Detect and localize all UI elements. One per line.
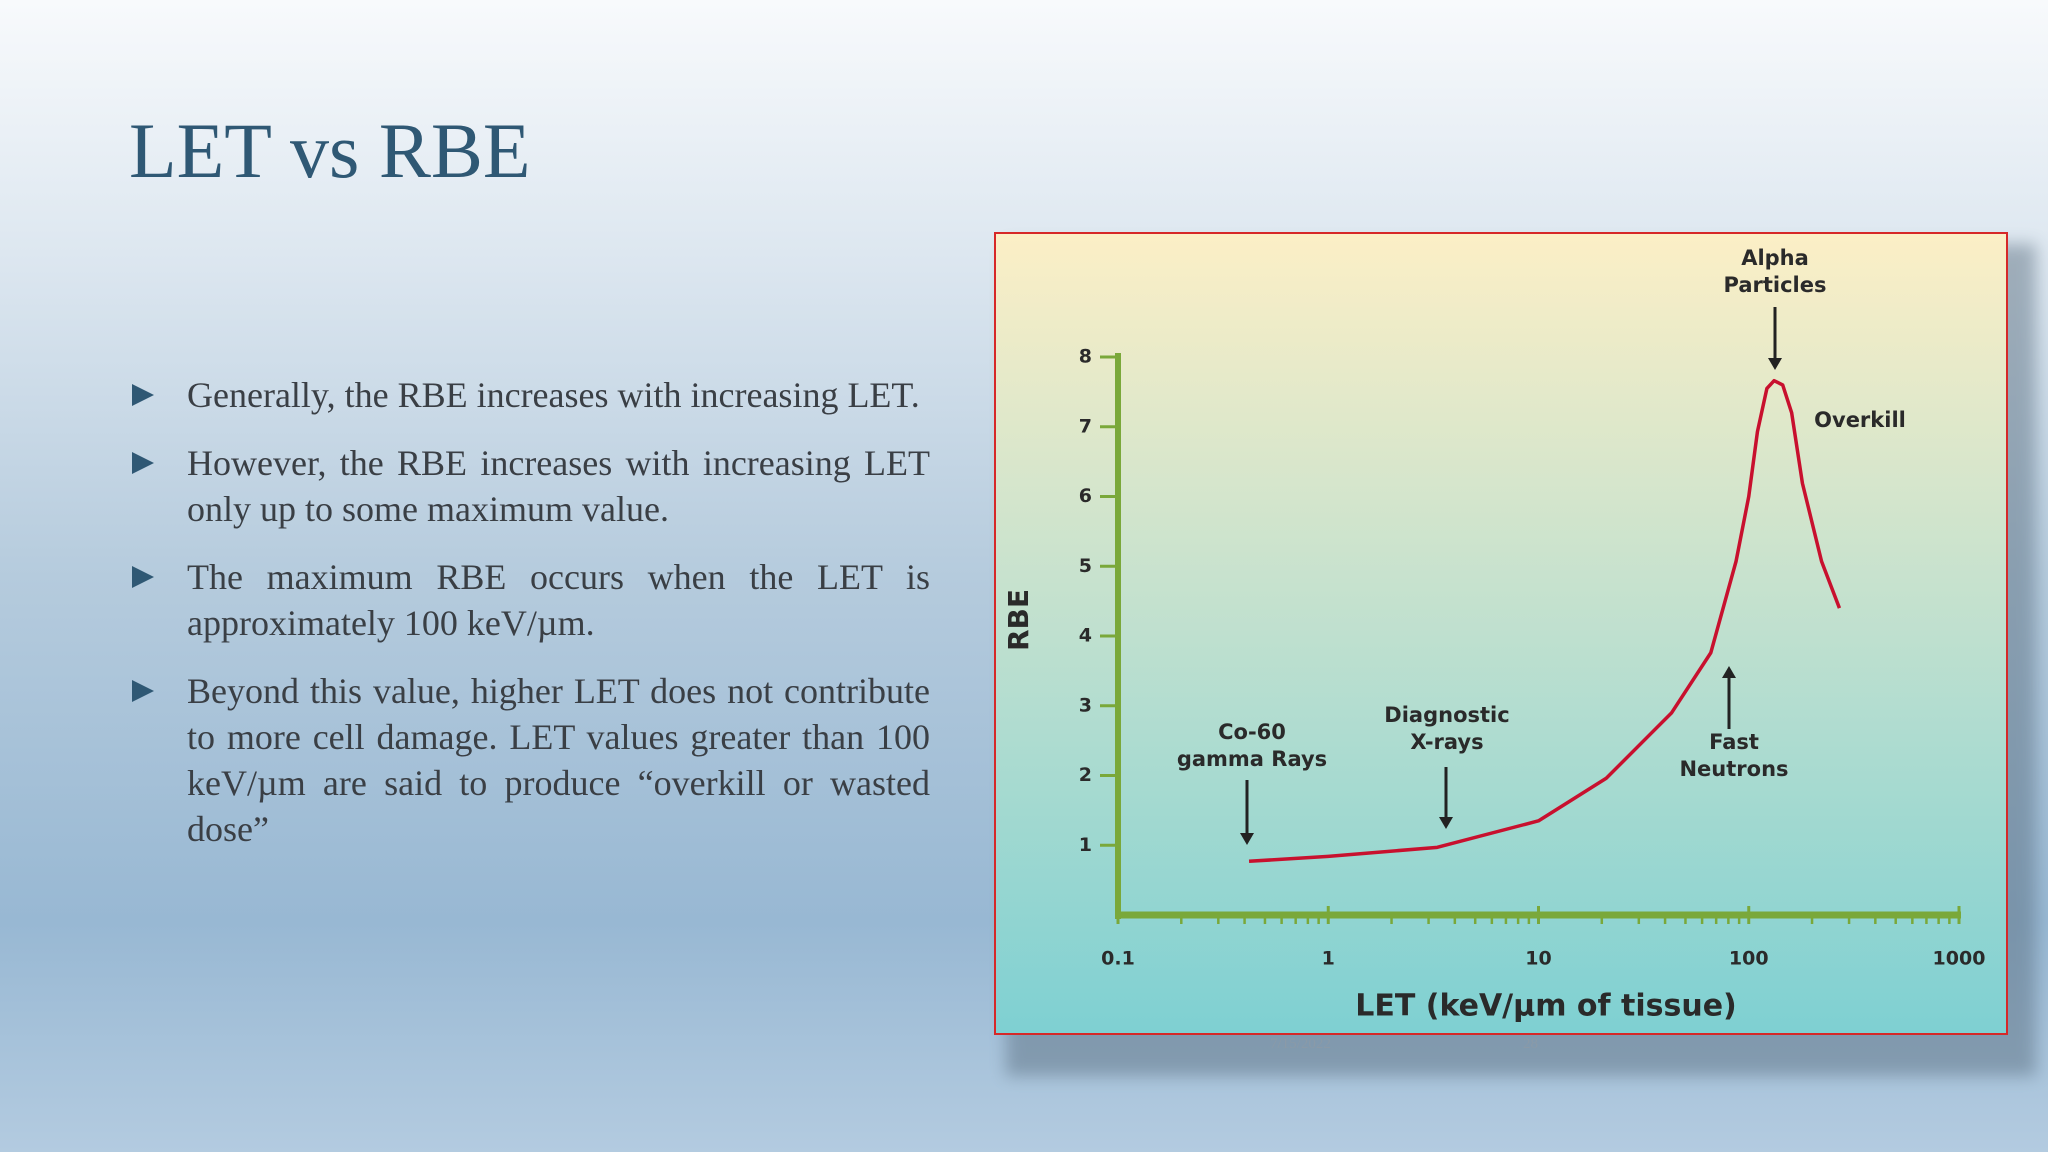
arrows — [1240, 307, 1782, 845]
bullet-list: Generally, the RBE increases with increa… — [130, 372, 930, 874]
x-tick-label: 1000 — [1933, 948, 1986, 970]
annotation: Co-60 gamma Rays — [1176, 720, 1328, 771]
y-axis-label: RBE — [1002, 589, 1035, 651]
y-tick-label: 6 — [1079, 485, 1092, 507]
bullet: The maximum RBE occurs when the LET is a… — [130, 554, 930, 646]
chart-frame — [994, 232, 2008, 1035]
x-tick-label: 0.1 — [1101, 948, 1135, 970]
y-tick-label: 7 — [1079, 415, 1092, 437]
bullet: Generally, the RBE increases with increa… — [130, 372, 930, 418]
footer-date: 7/15/2022 — [1270, 1036, 1331, 1052]
data-line — [1248, 378, 1842, 864]
x-tick-label: 100 — [1729, 948, 1769, 970]
annotation: Overkill — [1814, 408, 1906, 432]
y-tick-label: 8 — [1079, 346, 1092, 368]
y-tick-label: 2 — [1079, 764, 1092, 786]
y-tick-label: 1 — [1079, 834, 1092, 856]
bullet: Beyond this value, higher LET does not c… — [130, 668, 930, 852]
annotation: Fast Neutrons — [1679, 730, 1789, 781]
y-tick-label: 4 — [1079, 625, 1092, 647]
x-axis-label: LET (keV/µm of tissue) — [1355, 989, 1737, 1024]
annotation: Diagnostic X-rays — [1384, 703, 1510, 754]
annotation: Alpha Particles — [1723, 246, 1827, 297]
slide-title: LET vs RBE — [129, 107, 531, 194]
page-number: 28 — [1523, 1036, 1538, 1052]
x-tick-label: 1 — [1322, 948, 1335, 970]
y-tick-label: 5 — [1079, 555, 1092, 577]
y-tick-label: 3 — [1079, 694, 1092, 716]
bullet: However, the RBE increases with increasi… — [130, 440, 930, 532]
x-tick-label: 10 — [1525, 948, 1551, 970]
